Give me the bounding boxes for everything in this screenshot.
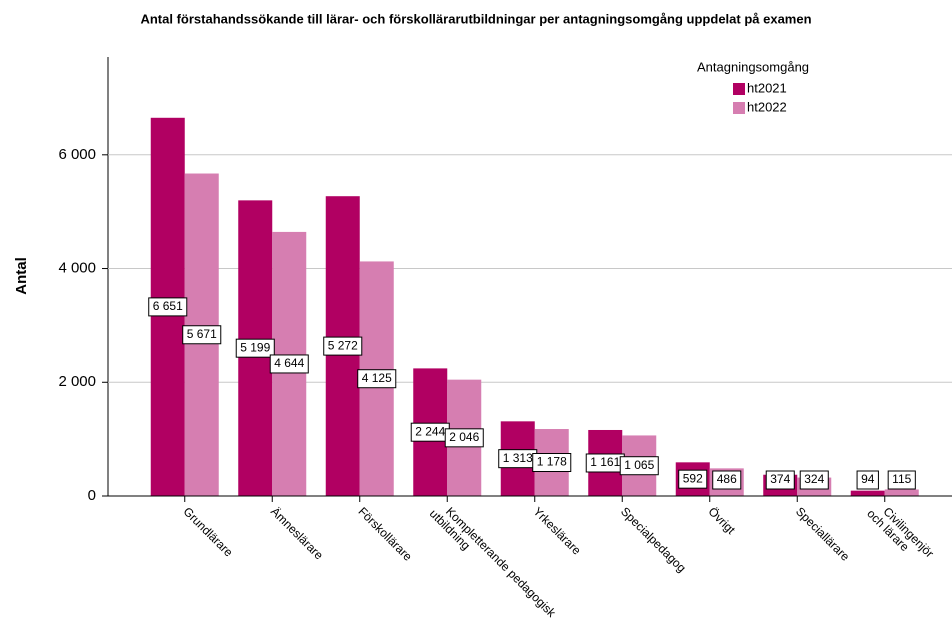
- value-label-group: 592: [678, 469, 708, 489]
- value-label-box: [182, 325, 222, 345]
- value-label-group: 2 046: [444, 428, 484, 448]
- value-label-group: 324: [799, 470, 829, 490]
- value-label: 2 046: [449, 430, 479, 444]
- value-label-group: 374: [765, 470, 795, 490]
- y-tick-label: 6 000: [58, 146, 96, 163]
- legend-label: ht2022: [747, 99, 787, 114]
- bar: [884, 489, 919, 496]
- x-tick-label: Övrigt: [705, 504, 738, 537]
- legend-swatch: [733, 102, 745, 114]
- x-tick-label: Yrkeslärare: [530, 504, 584, 558]
- y-tick-label: 2 000: [58, 373, 96, 390]
- value-label: 374: [770, 472, 790, 486]
- value-label-box: [269, 354, 309, 374]
- value-label-group: 1 313: [498, 449, 538, 469]
- legend-title: Antagningsomgång: [697, 59, 809, 74]
- value-label-box: [619, 456, 659, 476]
- y-tick-label: 0: [88, 487, 96, 504]
- value-label-box: [712, 470, 742, 490]
- value-label-group: 5 199: [235, 338, 275, 358]
- value-label-box: [323, 336, 363, 356]
- value-label: 5 272: [328, 338, 358, 352]
- value-label-group: 5 671: [182, 325, 222, 345]
- value-label-group: 94: [856, 470, 879, 490]
- value-label-group: 1 161: [585, 453, 625, 473]
- x-tick-label: Civilingenjöroch lärare: [864, 497, 936, 569]
- value-label-group: 4 644: [269, 354, 309, 374]
- value-label-group: 115: [887, 470, 916, 490]
- value-label: 5 671: [187, 327, 217, 341]
- value-label: 1 161: [590, 455, 620, 469]
- value-label-box: [444, 428, 484, 448]
- value-label: 1 313: [503, 451, 533, 465]
- x-tick-label: Speciallärare: [793, 504, 853, 564]
- value-label: 94: [861, 472, 875, 486]
- value-label-group: 6 651: [148, 297, 188, 317]
- value-label-group: 1 065: [619, 456, 659, 476]
- value-label-box: [678, 469, 708, 489]
- x-tick-label: Grundlärare: [180, 504, 235, 559]
- y-axis-label: Antal: [13, 257, 30, 295]
- value-label-group: 486: [712, 470, 742, 490]
- value-label: 5 199: [240, 340, 270, 354]
- value-label-group: 4 125: [357, 369, 397, 389]
- value-label: 1 178: [537, 455, 567, 469]
- value-label: 486: [717, 472, 737, 486]
- value-label-box: [235, 338, 275, 358]
- x-tick-label: Specialpedagog: [618, 504, 689, 575]
- legend-label: ht2021: [747, 80, 787, 95]
- value-label-box: [856, 470, 879, 490]
- y-tick-label: 4 000: [58, 260, 96, 277]
- x-tick-label: Förskollärare: [355, 504, 415, 564]
- x-tick-label: Ämneslärare: [268, 504, 326, 562]
- value-label: 115: [892, 472, 911, 486]
- value-label: 4 125: [362, 371, 392, 385]
- value-label-box: [887, 470, 916, 490]
- value-label: 1 065: [624, 458, 654, 472]
- value-label: 2 244: [415, 424, 445, 438]
- bar: [850, 490, 885, 496]
- value-label: 592: [683, 471, 703, 485]
- chart-title: Antal förstahandssökande till lärar- och…: [140, 11, 811, 26]
- legend-swatch: [733, 83, 745, 95]
- value-label: 4 644: [274, 356, 304, 370]
- value-label-group: 5 272: [323, 336, 363, 356]
- value-label: 324: [804, 472, 824, 486]
- value-label-box: [148, 297, 188, 317]
- value-label-box: [532, 453, 572, 473]
- value-label-group: 1 178: [532, 453, 572, 473]
- value-label: 6 651: [153, 299, 183, 313]
- value-label-box: [799, 470, 829, 490]
- value-label-box: [765, 470, 795, 490]
- value-label-group: 2 244: [410, 422, 450, 442]
- value-label-box: [357, 369, 397, 389]
